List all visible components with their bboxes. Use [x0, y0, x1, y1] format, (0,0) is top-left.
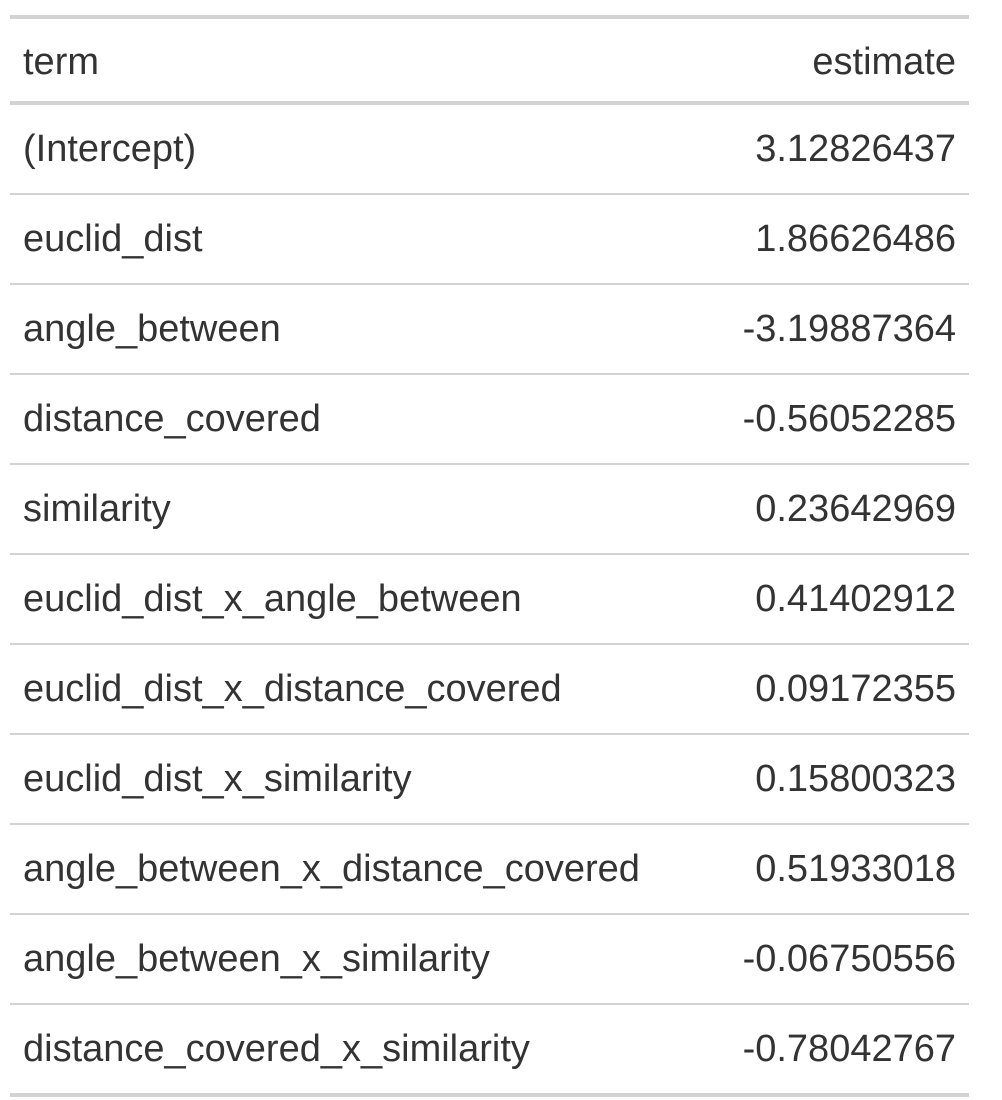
estimate-cell: 0.09172355	[708, 643, 969, 734]
estimate-cell: 3.12826437	[755, 127, 956, 170]
table-row: euclid_dist_x_angle_between 0.41402912	[10, 553, 969, 644]
table-row: distance_covered_x_similarity -0.7804276…	[10, 1003, 969, 1095]
table-header: term estimate	[10, 17, 969, 105]
term-cell: similarity	[10, 463, 709, 554]
term-cell: (Intercept)	[23, 127, 197, 170]
term-cell: euclid_dist_x_similarity	[10, 733, 709, 824]
table-row: euclid_dist_x_distance_covered 0.0917235…	[10, 643, 969, 734]
estimate-cell: -0.06750556	[708, 913, 969, 1004]
table-row: (Intercept) 3.12826437	[10, 103, 969, 194]
coefficient-table-container: term estimate (Intercept) 3.12826437 euc…	[10, 15, 969, 1097]
table-body: (Intercept) 3.12826437 euclid_dist 1.866…	[10, 103, 969, 1095]
table-row: angle_between_x_distance_covered 0.51933…	[10, 823, 969, 914]
term-cell: euclid_dist	[10, 193, 709, 284]
estimate-cell: -3.19887364	[708, 283, 969, 374]
term-cell: angle_between_x_similarity	[10, 913, 709, 1004]
table-row: angle_between_x_similarity -0.06750556	[10, 913, 969, 1004]
table-row: similarity 0.23642969	[10, 463, 969, 554]
estimate-cell: 0.15800323	[708, 733, 969, 824]
estimate-cell: -0.56052285	[708, 373, 969, 464]
term-cell: angle_between_x_distance_covered	[10, 823, 709, 914]
estimate-cell: 1.86626486	[708, 193, 969, 284]
estimate-cell: -0.78042767	[708, 1003, 969, 1095]
estimate-cell: 0.41402912	[708, 553, 969, 644]
table-row: angle_between -3.19887364	[10, 283, 969, 374]
term-cell: distance_covered	[10, 373, 709, 464]
header-row: term estimate	[10, 17, 969, 105]
coefficient-table: term estimate (Intercept) 3.12826437 euc…	[10, 15, 969, 1097]
term-cell: distance_covered_x_similarity	[10, 1003, 709, 1095]
estimate-cell: 0.23642969	[708, 463, 969, 554]
column-header-term: term	[10, 17, 709, 105]
term-cell: angle_between	[10, 283, 709, 374]
estimate-cell: 0.51933018	[708, 823, 969, 914]
table-row: euclid_dist_x_similarity 0.15800323	[10, 733, 969, 824]
term-cell: euclid_dist_x_angle_between	[10, 553, 709, 644]
term-cell: euclid_dist_x_distance_covered	[10, 643, 709, 734]
table-row: distance_covered -0.56052285	[10, 373, 969, 464]
table-row: euclid_dist 1.86626486	[10, 193, 969, 284]
column-header-estimate: estimate	[708, 17, 969, 105]
